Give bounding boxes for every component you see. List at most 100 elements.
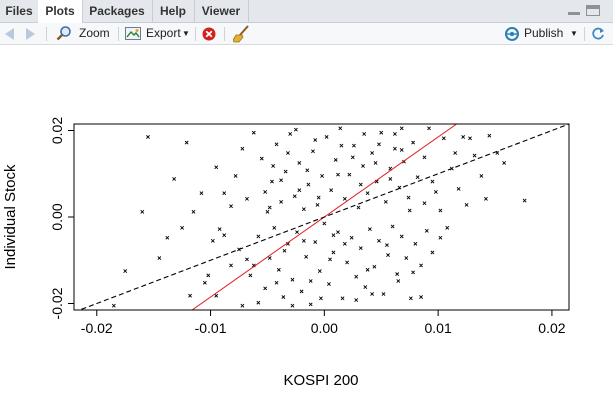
scatter-point: [373, 161, 378, 165]
publish-label: Publish: [524, 26, 564, 40]
scatter-point: [308, 279, 313, 283]
scatter-point: [290, 277, 295, 282]
scatter-point: [233, 173, 238, 178]
scatter-point: [240, 146, 245, 151]
scatter-point: [281, 295, 286, 299]
y-tick-label: 0.02: [49, 117, 65, 144]
scatter-point: [123, 269, 128, 273]
scatter-point: [363, 285, 368, 289]
scatter-point: [210, 238, 215, 243]
scatter-point: [331, 250, 336, 255]
scatter-point: [290, 303, 295, 308]
arrow-right-icon[interactable]: [26, 28, 35, 40]
scatter-point: [326, 282, 331, 286]
scatter-point: [274, 142, 279, 147]
scatter-point: [140, 209, 145, 214]
zoom-label: Zoom: [79, 26, 110, 40]
scatter-point: [354, 298, 359, 302]
scatter-point: [388, 177, 393, 181]
scatter-point: [188, 293, 192, 298]
scatter-point: [464, 202, 469, 207]
scatter-point: [146, 135, 150, 139]
tab-help[interactable]: Help: [152, 0, 195, 22]
scatter-point: [313, 138, 318, 142]
scatter-point: [279, 178, 284, 183]
scatter-point: [399, 126, 404, 131]
x-tick-label: 0.00: [311, 320, 338, 336]
scatter-point: [390, 224, 395, 229]
scatter-point: [340, 296, 345, 301]
tab-packages[interactable]: Packages: [82, 0, 153, 22]
scatter-point: [329, 188, 334, 193]
scatter-point: [276, 267, 281, 272]
scatter-point: [362, 132, 367, 136]
scatter-point: [356, 205, 361, 210]
refresh-icon[interactable]: [591, 27, 605, 41]
scatter-point: [484, 196, 488, 201]
scatter-point: [248, 273, 253, 278]
scatter-point: [259, 156, 264, 161]
scatter-point: [324, 135, 329, 139]
zoom-button[interactable]: Zoom: [56, 23, 112, 44]
toolbar-separator: [584, 27, 585, 41]
export-image-icon: [125, 27, 141, 40]
scatter-point: [479, 173, 484, 178]
scatter-point: [304, 254, 309, 259]
scatter-point: [336, 230, 340, 235]
scatter-point: [438, 235, 443, 240]
scatter-point: [424, 228, 429, 233]
scatter-point: [265, 209, 270, 214]
scatter-point: [413, 241, 418, 246]
tab-files[interactable]: Files: [0, 0, 39, 22]
scatter-point: [352, 143, 356, 148]
scatter-point: [271, 164, 276, 168]
scatter-point: [419, 295, 423, 299]
scatter-point: [282, 248, 287, 253]
maximize-pane-icon[interactable]: [586, 5, 600, 16]
broom-icon[interactable]: [233, 25, 251, 43]
scatter-point: [229, 263, 233, 268]
arrow-left-icon[interactable]: [5, 28, 14, 40]
scatter-point: [392, 132, 397, 136]
scatter-point: [322, 221, 327, 226]
scatter-point: [251, 130, 256, 135]
tab-viewer[interactable]: Viewer: [194, 0, 249, 22]
export-button[interactable]: Export ▼: [125, 23, 191, 44]
scatter-point: [377, 238, 381, 243]
scatter-point: [438, 208, 443, 213]
scatter-point: [191, 209, 196, 214]
scatter-point: [338, 126, 343, 131]
toolbar-separator: [46, 27, 47, 41]
scatter-point: [184, 140, 189, 145]
publish-button[interactable]: Publish ▼: [503, 23, 579, 44]
scatter-point: [214, 165, 219, 170]
scatter-point: [372, 264, 377, 269]
scatter-point: [419, 263, 423, 268]
scatter-point: [293, 127, 298, 132]
scatter-point: [461, 135, 466, 139]
tab-plots[interactable]: Plots: [38, 0, 83, 23]
scatter-point: [522, 198, 527, 203]
remove-plot-icon[interactable]: [202, 27, 216, 41]
scatter-point: [270, 179, 274, 184]
pane-tab-bar: Files Plots Packages Help Viewer: [0, 0, 613, 23]
scatter-point: [433, 189, 438, 194]
scatter-point: [427, 126, 431, 131]
scatter-point: [199, 191, 204, 196]
scatter-point: [279, 199, 284, 204]
y-tick-label: 0.00: [49, 203, 65, 230]
minimize-pane-icon[interactable]: [567, 5, 581, 16]
scatter-point: [263, 286, 268, 291]
scatter-point: [111, 303, 116, 308]
scatter-point: [320, 173, 324, 178]
toolbar-separator: [118, 27, 119, 41]
magnifier-icon: [56, 26, 71, 41]
scatter-point: [370, 292, 375, 296]
publish-icon: [505, 27, 519, 41]
scatter-point: [283, 169, 288, 174]
toolbar-separator: [195, 27, 196, 41]
scatter-point: [441, 136, 446, 141]
scatter-point: [297, 188, 302, 193]
scatter-point: [319, 296, 323, 301]
scatter-point: [430, 250, 435, 255]
